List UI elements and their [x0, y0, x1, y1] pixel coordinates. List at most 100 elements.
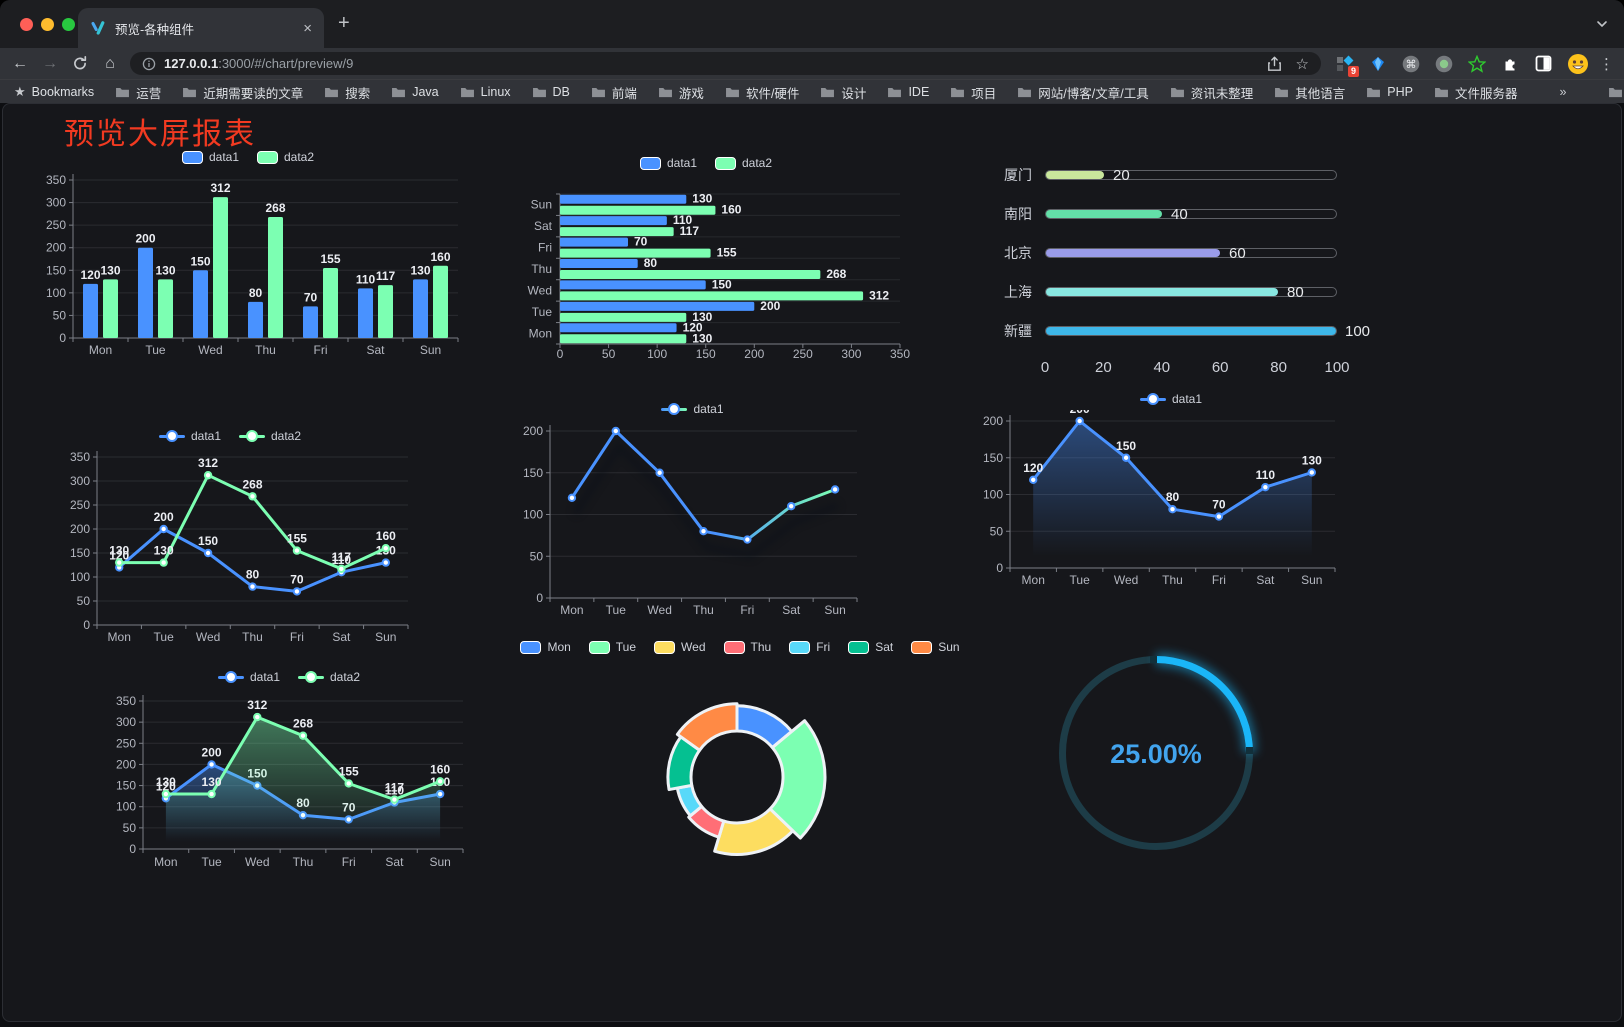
progress-bar-chart: 厦门 20 南阳 40 北京 60 上海 80 新疆 100 0 20 40 60 80 100: [982, 152, 1382, 392]
bookmark-folder[interactable]: 运营: [115, 83, 161, 102]
window-maximize-button[interactable]: [62, 18, 75, 31]
forward-icon[interactable]: →: [42, 54, 58, 72]
home-icon[interactable]: ⌂: [105, 54, 115, 72]
svg-text:110: 110: [356, 272, 376, 286]
svg-text:Fri: Fri: [290, 630, 304, 644]
legend-item[interactable]: data2: [239, 429, 301, 443]
site-info-icon[interactable]: [142, 57, 156, 71]
contrast-extension-icon[interactable]: [1533, 54, 1553, 74]
reload-icon[interactable]: [70, 55, 90, 72]
legend-item[interactable]: data1: [158, 429, 221, 443]
blocks-extension-icon[interactable]: 9: [1335, 54, 1359, 77]
legend-line-marker: [217, 671, 244, 683]
svg-text:0: 0: [557, 347, 564, 361]
tab-search-chevron-icon[interactable]: [1596, 18, 1608, 30]
legend-item[interactable]: Thu: [723, 640, 771, 654]
back-icon[interactable]: ←: [12, 54, 28, 72]
legend-item[interactable]: data1: [639, 156, 697, 170]
puzzle-extension-icon[interactable]: [1500, 54, 1520, 74]
legend-item[interactable]: data1: [1139, 392, 1202, 406]
svg-text:155: 155: [339, 764, 359, 778]
progress-fill: [1046, 327, 1336, 335]
svg-text:80: 80: [249, 286, 263, 300]
svg-text:Mon: Mon: [154, 855, 177, 869]
command-extension-icon[interactable]: ⌘: [1401, 54, 1421, 74]
progress-row: 新疆 100: [982, 320, 1382, 342]
tab-close-icon[interactable]: ×: [303, 19, 312, 37]
progress-fill: [1046, 171, 1104, 179]
window-close-button[interactable]: [20, 18, 33, 31]
svg-text:130: 130: [410, 263, 430, 277]
svg-text:300: 300: [70, 474, 90, 488]
legend-swatch: [848, 640, 870, 654]
legend-line-marker: [298, 671, 324, 683]
bar-chart: data1 data2 0 50 100 150 200 250 300 350 Mon Tue Wed…: [28, 146, 468, 372]
legend-item[interactable]: Tue: [588, 640, 636, 654]
legend-item[interactable]: data1: [181, 150, 239, 164]
omnibox[interactable]: 127.0.0.1:3000/#/chart/preview/9 ☆: [130, 52, 1321, 75]
gem-extension-icon[interactable]: [1368, 54, 1388, 74]
svg-text:312: 312: [247, 698, 267, 712]
legend-item[interactable]: Sat: [848, 640, 893, 654]
bookmark-folder[interactable]: 资讯未整理: [1170, 83, 1253, 102]
other-bookmarks-folder[interactable]: 其他书签: [1608, 83, 1624, 102]
bookmark-folder[interactable]: 软件/硬件: [725, 83, 799, 102]
bookmark-folder[interactable]: PHP: [1366, 83, 1413, 102]
folder-icon: [1018, 88, 1032, 98]
progress-label: 上海: [1004, 284, 1032, 300]
url-text[interactable]: 127.0.0.1:3000/#/chart/preview/9: [164, 56, 354, 71]
bookmark-folder[interactable]: Java: [391, 83, 439, 102]
bookmarks-manager[interactable]: ★ Bookmarks: [14, 84, 95, 99]
dot-extension-icon[interactable]: [1434, 54, 1454, 74]
legend-item[interactable]: data1: [217, 670, 280, 684]
legend-item[interactable]: Fri: [789, 640, 830, 654]
bookmark-folder[interactable]: 文件服务器: [1434, 83, 1517, 102]
bookmark-star-icon[interactable]: ☆: [1295, 55, 1309, 73]
svg-text:50: 50: [530, 549, 544, 563]
svg-text:Mon: Mon: [529, 326, 552, 340]
bookmark-folder[interactable]: 设计: [820, 83, 866, 102]
bookmark-folder[interactable]: 网站/博客/文章/工具: [1017, 83, 1149, 102]
legend-item[interactable]: data1: [661, 402, 724, 416]
browser-menu-icon[interactable]: ⋮: [1599, 55, 1614, 73]
legend-item[interactable]: data2: [257, 150, 314, 164]
legend-item[interactable]: data2: [715, 156, 772, 170]
svg-text:Tue: Tue: [606, 603, 627, 617]
bookmark-folder[interactable]: 项目: [950, 83, 996, 102]
bookmark-folder[interactable]: 其他语言: [1274, 83, 1345, 102]
svg-text:110: 110: [1256, 468, 1276, 482]
folder-icon: [658, 88, 672, 98]
line-chart-dual: data1 data2 0 50 100 150 200 250 300 350 Mon Tue Wed…: [40, 425, 420, 653]
star-extension-icon[interactable]: [1467, 54, 1487, 74]
svg-text:110: 110: [673, 213, 693, 227]
progress-label: 北京: [1004, 245, 1032, 261]
legend-swatch: [181, 150, 203, 164]
bookmarks-overflow-chevron[interactable]: »: [1559, 85, 1567, 99]
svg-text:150: 150: [116, 779, 136, 793]
new-tab-button[interactable]: +: [338, 12, 350, 34]
profile-avatar[interactable]: [1567, 53, 1589, 75]
svg-text:Wed: Wed: [245, 855, 269, 869]
bookmark-folder[interactable]: 近期需要读的文章: [182, 83, 303, 102]
bookmark-folder[interactable]: 前端: [591, 83, 637, 102]
share-icon[interactable]: [1267, 56, 1282, 72]
folder-icon: [951, 88, 965, 98]
bookmark-folder[interactable]: 游戏: [658, 83, 704, 102]
legend-item[interactable]: data2: [298, 670, 360, 684]
legend-item[interactable]: Wed: [654, 640, 706, 654]
bookmark-folder[interactable]: 搜索: [324, 83, 370, 102]
bookmark-folder[interactable]: DB: [532, 83, 570, 102]
svg-text:50: 50: [53, 308, 67, 322]
svg-text:Wed: Wed: [1114, 573, 1138, 587]
svg-text:200: 200: [154, 510, 174, 524]
svg-text:100: 100: [983, 488, 1003, 502]
legend-item[interactable]: Mon: [520, 640, 571, 654]
bookmark-folder[interactable]: Linux: [460, 83, 511, 102]
window-minimize-button[interactable]: [41, 18, 54, 31]
legend-item[interactable]: Sun: [911, 640, 960, 654]
browser-tab[interactable]: 预览-各种组件 ×: [78, 8, 324, 48]
bookmark-folder[interactable]: IDE: [887, 83, 929, 102]
area-chart-dual: data1 data2 0 50 100 150 200 250 300 350 Mon Tue Wed…: [98, 666, 480, 890]
svg-text:117: 117: [376, 269, 396, 283]
progress-row: 上海 80: [982, 281, 1382, 303]
